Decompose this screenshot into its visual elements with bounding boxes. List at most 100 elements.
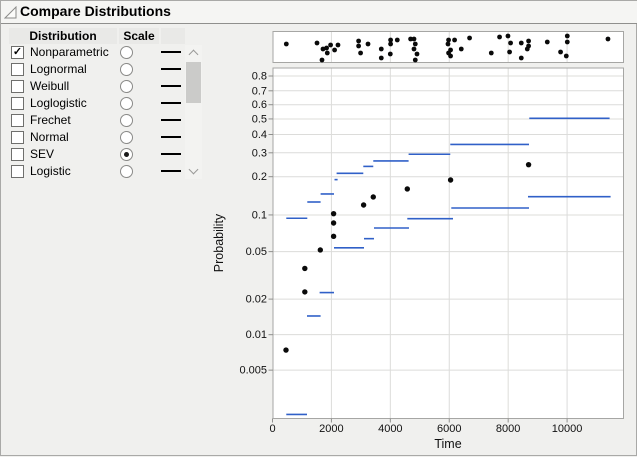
distribution-checkbox[interactable] (11, 63, 24, 76)
table-row: ✓ Nonparametric (9, 44, 185, 61)
scale-radio[interactable] (120, 148, 133, 161)
line-swatch (161, 153, 181, 155)
event-point (408, 36, 414, 42)
event-point (356, 43, 362, 49)
table-row: Frechet (9, 112, 185, 129)
distribution-label: SEV (30, 147, 55, 161)
event-point (448, 53, 453, 59)
scrollbar-down-button[interactable] (185, 163, 202, 179)
probability-point (283, 347, 289, 353)
distribution-label: Weibull (30, 79, 70, 93)
distribution-checkbox[interactable] (11, 131, 24, 144)
y-tick-label: 0.05 (246, 246, 267, 258)
event-point (508, 40, 513, 46)
event-point (283, 41, 289, 47)
event-point (388, 37, 393, 43)
probability-point (404, 186, 411, 192)
y-tick-label: 0.005 (239, 365, 267, 377)
scale-radio[interactable] (120, 97, 133, 110)
probability-point (317, 247, 324, 253)
line-swatch (161, 102, 181, 104)
distribution-checkbox[interactable] (11, 80, 24, 93)
probability-point (302, 265, 308, 272)
scale-radio[interactable] (120, 165, 133, 178)
plot-frame (272, 67, 624, 419)
event-point (394, 37, 400, 43)
event-point (411, 46, 417, 52)
event-point (358, 50, 363, 56)
event-point (387, 51, 393, 57)
event-point (365, 41, 371, 47)
event-point (356, 38, 362, 44)
disclosure-triangle-icon[interactable] (4, 6, 17, 19)
scrollbar-thumb[interactable] (186, 62, 201, 103)
scale-radio[interactable] (120, 114, 133, 127)
event-point (388, 41, 393, 47)
distribution-table-body: ✓ Nonparametric Lognormal Weibull Loglogisti… (9, 44, 185, 180)
y-tick-label: 0.5 (252, 113, 267, 125)
distribution-checkbox[interactable] (11, 165, 24, 178)
line-swatch (161, 170, 181, 172)
panel-title: Compare Distributions (20, 3, 171, 19)
scale-radio[interactable] (120, 63, 133, 76)
event-point (524, 46, 530, 52)
scrollbar-up-button[interactable] (185, 45, 202, 61)
y-axis-title: Probability (212, 213, 226, 272)
event-point (467, 35, 472, 41)
event-point (526, 38, 531, 44)
event-point (335, 42, 341, 48)
event-point (324, 50, 330, 56)
distribution-table: Distribution Scale ✓ Nonparametric Lognorm… (9, 28, 207, 180)
distribution-label: Loglogistic (30, 96, 87, 110)
event-point (518, 40, 524, 46)
line-swatch (161, 136, 181, 138)
y-tick-label: 0.1 (252, 209, 267, 221)
distribution-label: Nonparametric (30, 45, 109, 59)
event-point (412, 41, 418, 47)
x-tick-label: 0 (269, 423, 275, 435)
distribution-checkbox[interactable]: ✓ (11, 46, 24, 59)
plot-area (273, 68, 624, 419)
x-tick-label: 2000 (319, 423, 343, 435)
table-row: Loglogistic (9, 95, 185, 112)
event-point (605, 36, 611, 42)
distribution-label: Normal (30, 130, 69, 144)
event-point (563, 53, 569, 59)
event-point (558, 49, 563, 55)
probability-point (370, 194, 376, 200)
y-tick-label: 0.3 (252, 147, 267, 159)
distribution-checkbox[interactable] (11, 148, 24, 161)
event-point (324, 45, 329, 51)
event-point (328, 42, 333, 48)
scale-radio[interactable] (120, 46, 133, 59)
distribution-label: Frechet (30, 113, 71, 127)
x-tick-label: 8000 (496, 423, 520, 435)
event-point (448, 47, 453, 53)
table-row: Normal (9, 129, 185, 146)
scale-radio[interactable] (120, 131, 133, 144)
event-point (544, 39, 550, 45)
panel-title-bar: Compare Distributions (1, 1, 637, 24)
event-point (458, 46, 464, 52)
line-swatch (161, 119, 181, 121)
table-row: Logistic (9, 163, 185, 180)
distribution-checkbox[interactable] (11, 114, 24, 127)
event-point (414, 51, 420, 57)
line-swatch (161, 85, 181, 87)
event-point (445, 41, 451, 47)
event-point (446, 37, 451, 43)
event-point (319, 57, 325, 63)
distribution-label: Logistic (30, 164, 71, 178)
distribution-checkbox[interactable] (11, 97, 24, 110)
probability-point (330, 210, 337, 217)
probability-point (525, 161, 532, 168)
event-point (564, 33, 570, 39)
y-tick-label: 0.8 (252, 71, 267, 83)
column-header-distribution: Distribution (9, 28, 117, 44)
table-scrollbar[interactable] (185, 45, 202, 179)
x-tick-label: 10000 (552, 423, 583, 435)
event-point (518, 55, 524, 61)
scale-radio[interactable] (120, 80, 133, 93)
event-point (497, 34, 502, 40)
event-point (507, 49, 512, 55)
